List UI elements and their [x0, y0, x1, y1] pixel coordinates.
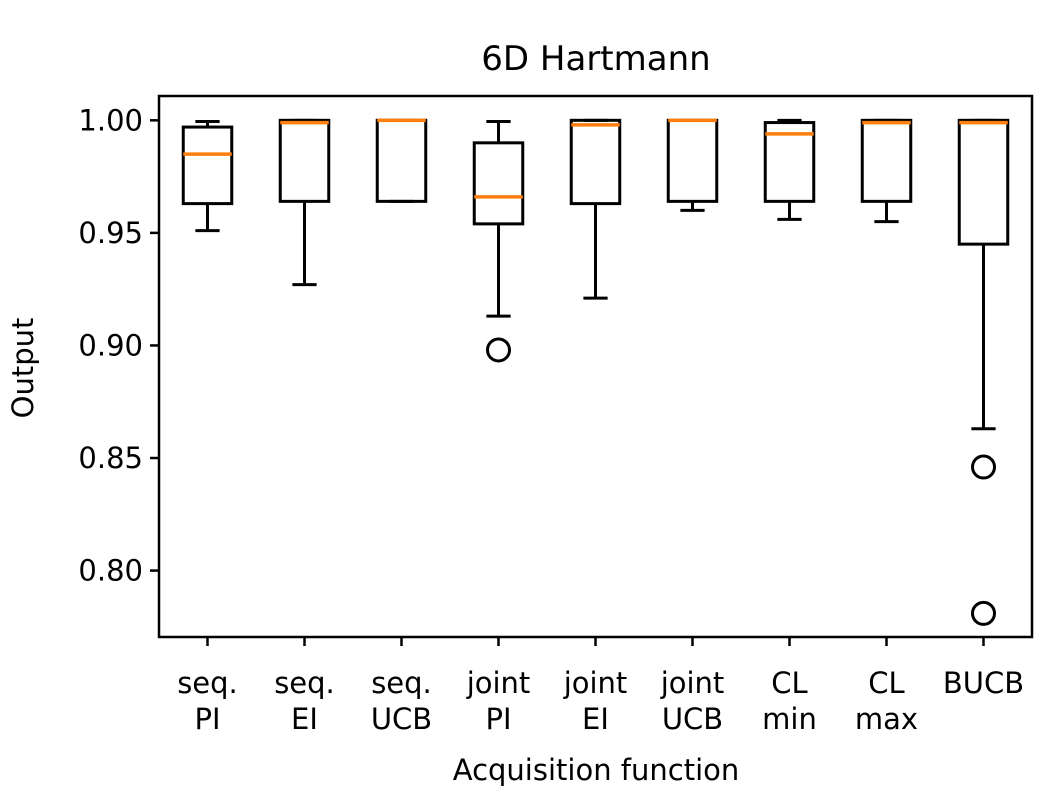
- x-tick-label: EI: [291, 702, 318, 736]
- x-tick-label: CL: [868, 666, 904, 700]
- box: [375, 118, 428, 203]
- x-tick-label: joint: [660, 666, 725, 700]
- box: [472, 141, 525, 226]
- plot-area: 0.800.850.900.951.00seq.PIseq.EIseq.UCBj…: [78, 103, 1024, 736]
- x-tick-label: UCB: [662, 702, 723, 736]
- box: [957, 118, 1010, 246]
- x-axis-label: Acquisition function: [453, 753, 740, 787]
- box: [666, 118, 719, 203]
- y-tick-label: 0.90: [78, 328, 143, 362]
- x-tick-label: seq.: [177, 666, 238, 700]
- box: [181, 125, 234, 206]
- y-tick-label: 0.80: [78, 554, 143, 588]
- box: [763, 121, 816, 203]
- axes-frame: [157, 94, 1034, 639]
- y-tick-label: 1.00: [78, 103, 143, 137]
- x-tick-label: CL: [771, 666, 807, 700]
- box: [569, 118, 622, 206]
- x-tick-label: PI: [194, 702, 220, 736]
- x-tick-label: joint: [466, 666, 531, 700]
- x-tick-label: seq.: [371, 666, 432, 700]
- box: [860, 118, 913, 203]
- outlier-point: [486, 337, 511, 363]
- box: [278, 118, 331, 203]
- x-tick-label: joint: [563, 666, 628, 700]
- x-tick-label: max: [855, 702, 918, 736]
- chart-title: 6D Hartmann: [481, 39, 710, 79]
- x-tick-label: seq.: [274, 666, 335, 700]
- y-tick-label: 0.85: [78, 441, 143, 475]
- x-tick-label: EI: [582, 702, 609, 736]
- x-tick-label: min: [762, 702, 817, 736]
- x-tick-label: UCB: [371, 702, 432, 736]
- x-tick-label: PI: [485, 702, 511, 736]
- outlier-point: [971, 600, 996, 626]
- y-tick-label: 0.95: [78, 216, 143, 250]
- x-tick-label: BUCB: [943, 666, 1024, 700]
- y-axis-label: Output: [6, 318, 40, 419]
- outlier-point: [971, 454, 996, 480]
